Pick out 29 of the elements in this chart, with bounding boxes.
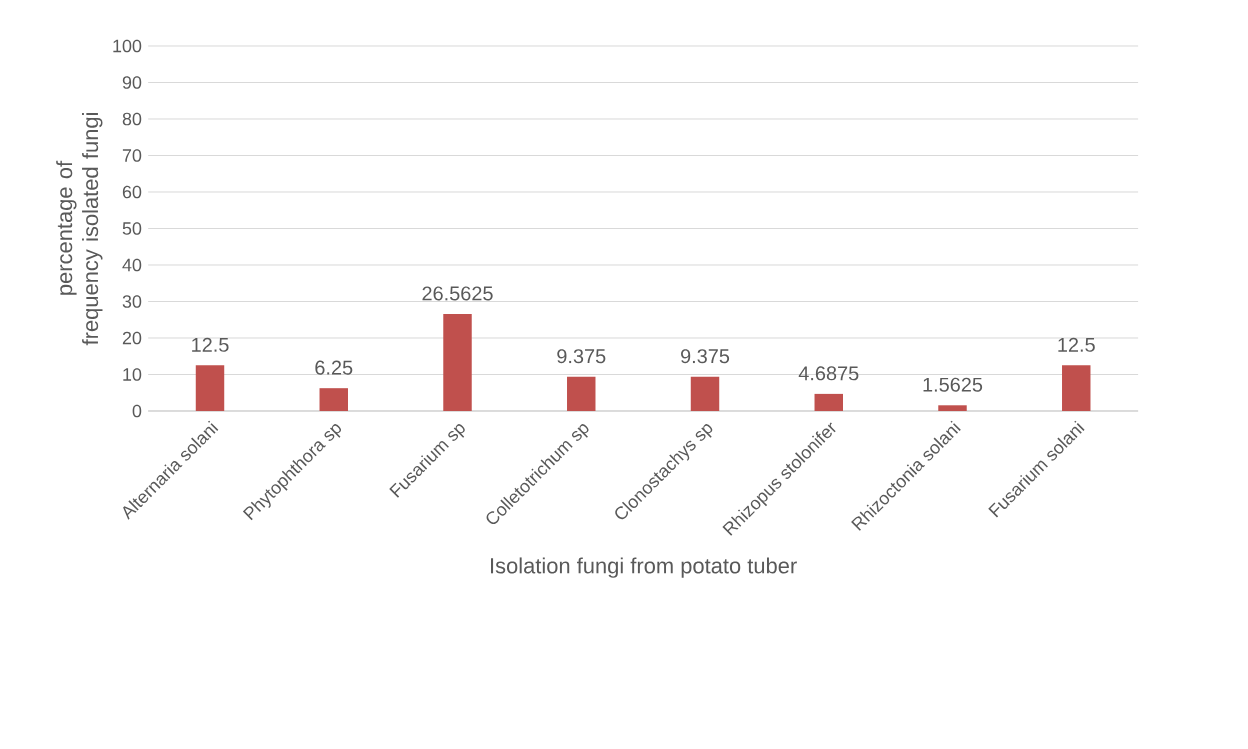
data-label: 12.5 xyxy=(1058,337,1095,352)
y-tick-label: 10 xyxy=(123,368,142,381)
data-label: 1.5625 xyxy=(923,377,983,392)
data-label: 9.375 xyxy=(681,349,730,364)
data-label: 4.6875 xyxy=(798,366,859,381)
y-axis-title: percentage of frequency isolated fungi xyxy=(56,113,103,346)
y-tick-label: 40 xyxy=(122,258,142,272)
bar xyxy=(938,405,967,411)
bar xyxy=(690,376,720,411)
y-tick-label: 60 xyxy=(122,185,142,199)
y-tick-label: 0 xyxy=(132,404,142,418)
y-tick-label: 80 xyxy=(122,112,142,126)
x-axis-title: Isolation fungi from potato tuber xyxy=(491,557,797,578)
bar xyxy=(195,365,225,411)
y-tick-label: 20 xyxy=(122,331,142,345)
bar xyxy=(443,314,472,411)
y-tick-label: 90 xyxy=(122,76,142,89)
data-label: 9.375 xyxy=(557,349,606,364)
data-label: 26.5625 xyxy=(422,286,493,301)
bar xyxy=(567,376,596,411)
bar xyxy=(814,393,843,411)
y-tick-label: 30 xyxy=(122,295,142,308)
bar xyxy=(319,388,348,411)
bar xyxy=(1062,365,1091,411)
y-tick-label: 70 xyxy=(122,149,142,162)
y-tick-label: 50 xyxy=(122,222,142,235)
data-label: 6.25 xyxy=(315,360,353,375)
y-tick-label: 100 xyxy=(113,39,142,53)
data-label: 12.5 xyxy=(192,337,229,352)
